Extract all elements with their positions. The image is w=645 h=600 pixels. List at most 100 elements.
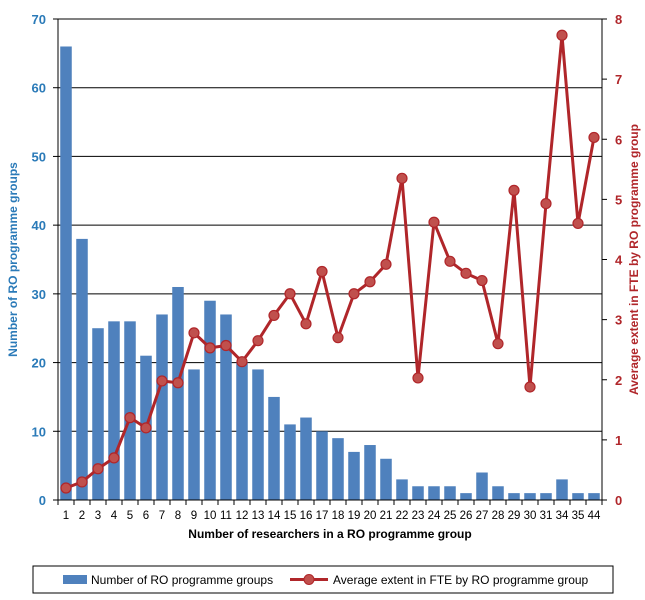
legend-bar-label: Number of RO programme groups <box>91 573 273 587</box>
bar <box>268 396 280 500</box>
y-tick-label: 50 <box>32 149 46 164</box>
line-point <box>252 335 264 347</box>
bar <box>380 458 392 500</box>
bar <box>188 369 200 500</box>
line-point <box>540 197 552 210</box>
line-point <box>92 463 104 475</box>
bar <box>92 328 104 500</box>
line-point <box>508 184 520 196</box>
bar-series <box>60 46 600 501</box>
line-point <box>300 318 312 330</box>
line-point <box>396 172 408 184</box>
x-tick-label: 30 <box>524 510 537 522</box>
bar <box>364 445 376 500</box>
x-tick-label: 7 <box>159 510 165 522</box>
line-point <box>332 332 344 344</box>
y-tick-label: 40 <box>32 218 46 233</box>
x-tick-label: 16 <box>300 510 313 522</box>
x-tick-label: 23 <box>412 510 425 522</box>
y-tick-label: 70 <box>32 12 46 27</box>
x-tick-label: 28 <box>492 510 505 522</box>
legend-line-label: Average extent in FTE by RO programme gr… <box>333 573 589 587</box>
bar <box>396 479 408 500</box>
y-tick-label: 30 <box>32 287 46 302</box>
bar <box>108 321 120 500</box>
x-tick-label: 20 <box>364 510 377 522</box>
line-point <box>172 377 184 389</box>
line-point <box>284 288 296 300</box>
line-path <box>65 33 596 490</box>
line-point <box>60 482 72 494</box>
bar <box>556 479 568 500</box>
line-point <box>156 375 168 387</box>
x-tick-label: 11 <box>220 510 232 522</box>
x-tick-label: 25 <box>444 510 457 522</box>
legend: Number of RO programme groups Average ex… <box>32 565 614 594</box>
x-tick-label: 31 <box>540 510 553 522</box>
bar <box>524 493 536 500</box>
bar <box>220 314 232 500</box>
bar <box>284 424 296 500</box>
bar <box>332 438 344 500</box>
bar <box>156 314 168 500</box>
y2-tick-label: 7 <box>615 72 622 87</box>
y-tick-label: 0 <box>39 493 46 508</box>
x-tick-label: 22 <box>396 510 409 522</box>
bar <box>508 493 520 500</box>
line-point <box>236 356 248 368</box>
x-tick-label: 27 <box>476 510 489 522</box>
x-tick-label: 8 <box>175 510 181 522</box>
x-tick-label: 21 <box>380 510 393 522</box>
line-point <box>348 288 360 300</box>
line-point <box>268 309 280 322</box>
line-point <box>108 452 120 464</box>
x-tick-label: 44 <box>588 510 601 522</box>
x-tick-label: 17 <box>316 510 329 522</box>
bar <box>492 486 504 500</box>
bar <box>60 46 72 501</box>
line-point <box>316 265 328 278</box>
legend-bar-swatch <box>63 575 87 584</box>
y2-tick-label: 5 <box>615 192 622 207</box>
x-tick-label: 10 <box>204 510 217 522</box>
line-point <box>524 381 536 393</box>
y2-tick-label: 3 <box>615 313 622 328</box>
bar <box>76 238 88 500</box>
bar <box>572 493 584 500</box>
x-tick-label: 15 <box>284 510 297 522</box>
bar <box>476 472 488 500</box>
line-point <box>188 327 200 339</box>
x-tick-label: 19 <box>348 510 361 522</box>
gridlines <box>58 18 602 432</box>
y-axis-title: Number of RO programme groups <box>6 162 20 357</box>
y2-tick-label: 6 <box>615 132 622 147</box>
axes <box>53 18 607 505</box>
bar <box>460 493 472 500</box>
bar <box>444 486 456 500</box>
x-tick-label: 14 <box>268 510 281 522</box>
bar <box>124 321 136 500</box>
y-tick-label: 10 <box>32 424 46 439</box>
x-tick-label: 26 <box>460 510 473 522</box>
line-point <box>140 422 152 434</box>
x-axis-title: Number of researchers in a RO programme … <box>188 527 471 541</box>
y2-tick-label: 1 <box>615 433 622 448</box>
x-tick-label: 35 <box>572 510 585 522</box>
line-point <box>380 258 392 270</box>
bar <box>428 486 440 500</box>
y-tick-label: 60 <box>32 81 46 96</box>
line-point <box>460 267 472 279</box>
line-series <box>60 29 600 494</box>
x-tick-label: 9 <box>191 510 197 522</box>
line-point <box>444 255 456 267</box>
line-point <box>204 342 216 354</box>
x-tick-label: 13 <box>252 510 265 522</box>
bar <box>300 417 312 500</box>
y2-axis-title: Average extent in FTE by RO programme gr… <box>627 124 641 395</box>
line-point <box>492 338 504 350</box>
y2-tick-label: 0 <box>615 493 622 508</box>
line-point <box>124 412 136 424</box>
bar <box>588 493 600 500</box>
